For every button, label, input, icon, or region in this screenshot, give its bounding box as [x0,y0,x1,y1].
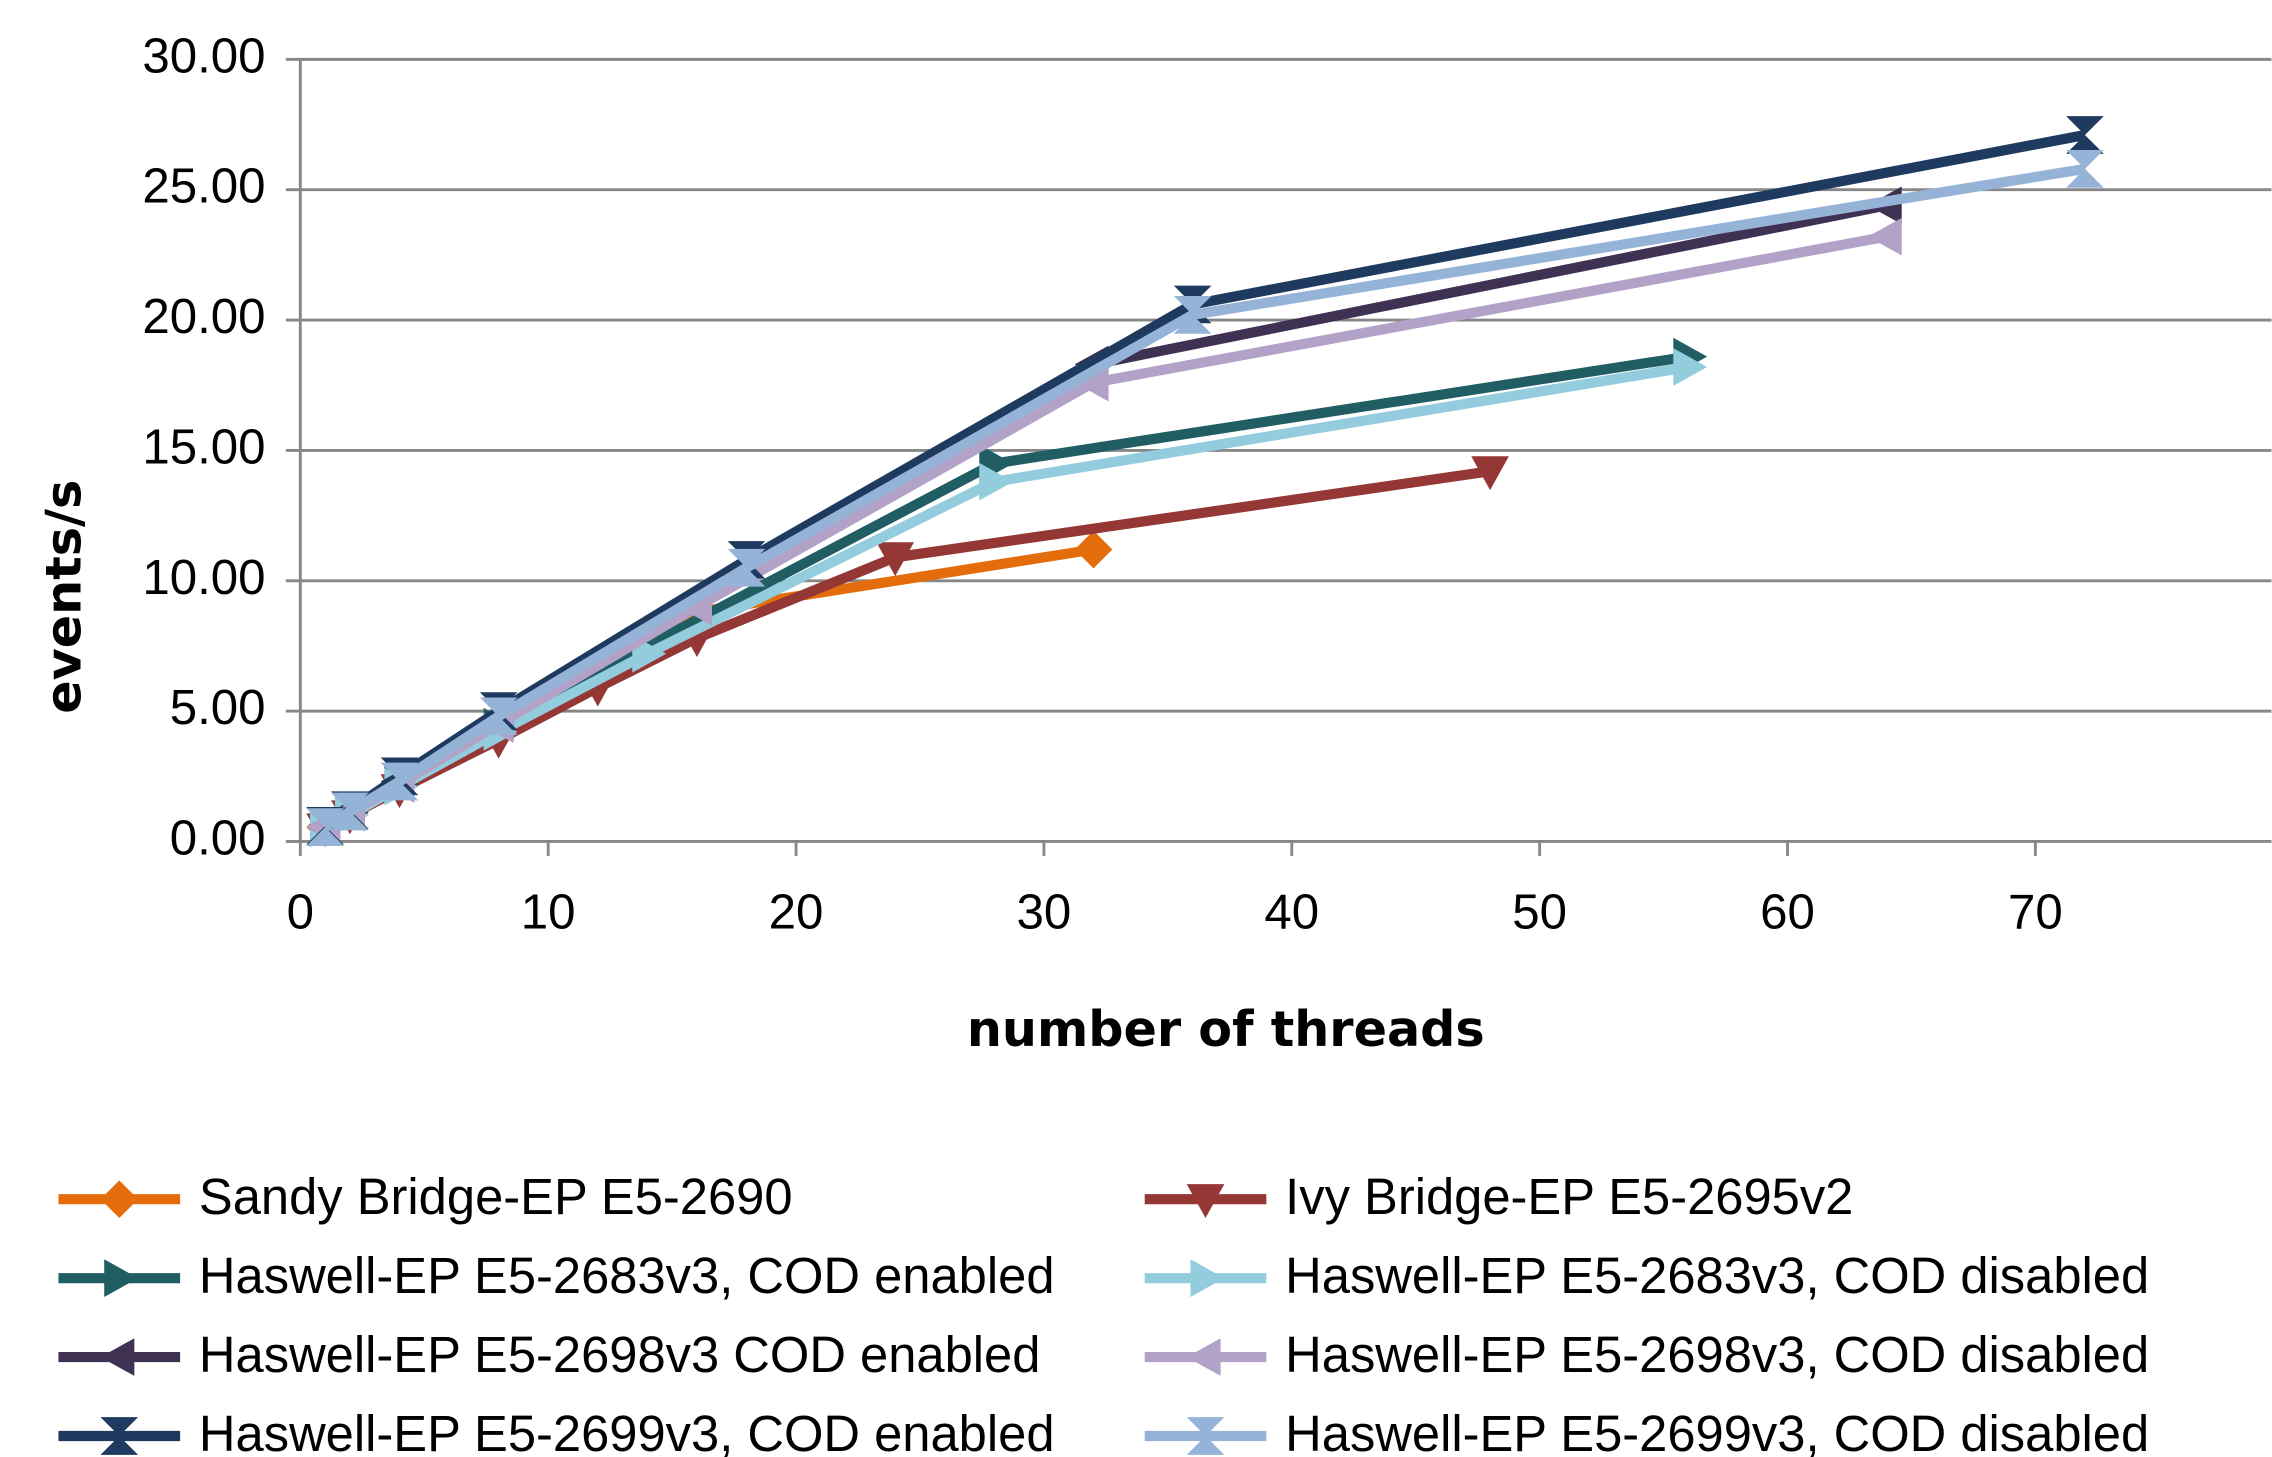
y-axis-title: events/s [35,480,93,714]
x-tick-label: 70 [2008,884,2063,939]
series-line [322,130,2086,831]
data-point [876,542,915,577]
x-tick-label: 10 [521,884,576,939]
data-point [979,462,1014,501]
y-tick-label: 5.00 [170,680,266,735]
legend-marker [1186,1338,1221,1376]
y-tick-label: 15.00 [142,419,265,474]
legend-marker [100,1417,139,1455]
y-tick-label: 30.00 [142,28,265,83]
legend-label: Haswell-EP E5-2699v3, COD disabled [1285,1405,2149,1457]
legend-label: Haswell-EP E5-2698v3, COD disabled [1285,1326,2149,1383]
legend-marker [1190,1259,1225,1297]
data-point [1673,348,1708,386]
legend-marker [104,1259,139,1297]
data-point [1471,456,1509,491]
y-tick-label: 0.00 [170,810,266,865]
data-point [727,548,766,587]
legend-marker [100,1338,135,1376]
x-axis-title: number of threads [967,1000,1485,1058]
y-tick-label: 10.00 [142,550,265,605]
x-tick-label: 50 [1512,884,1567,939]
x-tick-label: 30 [1017,884,1072,939]
series-line [322,200,1888,832]
legend-marker [100,1180,139,1219]
data-point [2066,150,2104,188]
data-point [1074,363,1109,402]
legend-marker [1186,1184,1225,1219]
x-tick-label: 0 [287,884,314,939]
data-point [1867,217,1902,256]
data-point [1074,530,1113,569]
legend-label: Sandy Bridge-EP E5-2690 [199,1168,793,1225]
legend-label: Ivy Bridge-EP E5-2695v2 [1285,1168,1853,1225]
x-tick-label: 40 [1264,884,1319,939]
data-point [2066,116,2104,154]
series-line [322,163,2086,832]
x-tick-label: 60 [1760,884,1815,939]
legend-label: Haswell-EP E5-2683v3, COD disabled [1285,1247,2149,1304]
legend-label: Haswell-EP E5-2698v3 COD enabled [199,1326,1041,1383]
y-tick-label: 25.00 [142,159,265,214]
x-tick-label: 20 [769,884,824,939]
legend-label: Haswell-EP E5-2699v3, COD enabled [199,1405,1055,1457]
legend-label: Haswell-EP E5-2683v3, COD enabled [199,1247,1055,1304]
y-tick-label: 20.00 [142,289,265,344]
